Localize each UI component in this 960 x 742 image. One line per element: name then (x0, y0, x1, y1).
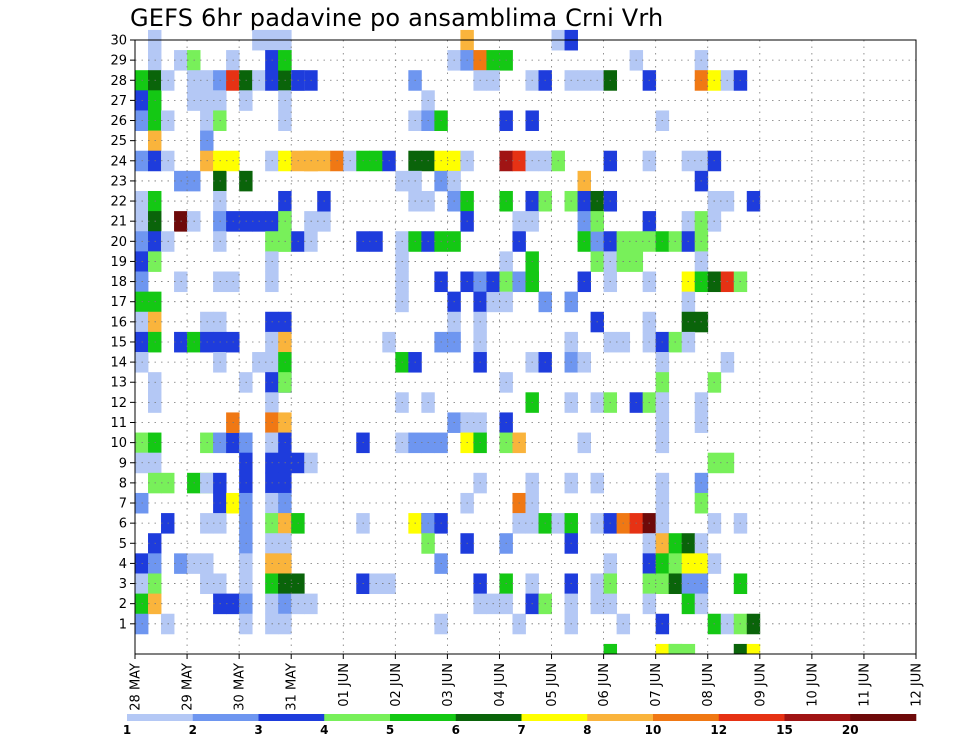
colorbar-label: 2 (189, 723, 197, 737)
x-tick-label: 28 MAY (129, 663, 144, 711)
x-tick-label: 12 JUN (910, 663, 925, 707)
y-tick-label: 22 (110, 195, 127, 210)
y-tick-label: 5 (119, 537, 127, 552)
colorbar: 1 2 3 4 5 6 7 8 10 12 15 20 (123, 714, 917, 737)
colorbar-segment (192, 714, 259, 721)
colorbar-segment (258, 714, 325, 721)
x-tick-label: 11 JUN (857, 663, 872, 707)
colorbar-segment (127, 714, 194, 721)
x-tick-label: 07 JUN (649, 663, 664, 707)
heatmap-cell (668, 643, 683, 655)
y-tick-label: 15 (110, 335, 127, 350)
x-tick-label: 09 JUN (753, 663, 768, 707)
x-tick-label: 29 MAY (181, 663, 196, 711)
grid-lines (135, 39, 916, 654)
chart-title: GEFS 6hr padavine po ansamblima Crni Vrh (130, 4, 664, 32)
plot-frame (134, 39, 917, 655)
heatmap-cell (746, 643, 761, 655)
colorbar-label: 5 (386, 723, 394, 737)
x-tick-label: 01 JUN (337, 663, 352, 707)
y-tick-label: 11 (110, 416, 127, 431)
colorbar-segment (455, 714, 522, 721)
colorbar-label: 3 (254, 723, 262, 737)
y-tick-label: 26 (110, 114, 127, 129)
y-tick-label: 2 (119, 597, 127, 612)
y-tick-label: 30 (110, 34, 127, 49)
y-tick-label: 18 (110, 275, 127, 290)
colorbar-segment (784, 714, 851, 721)
colorbar-segment (521, 714, 588, 721)
y-tick-label: 25 (110, 134, 127, 149)
x-tick-label: 05 JUN (545, 663, 560, 707)
y-tick-label: 28 (110, 74, 127, 89)
y-tick-label: 29 (110, 54, 127, 69)
colorbar-label: 15 (776, 723, 793, 737)
y-tick-label: 14 (110, 356, 127, 371)
y-tick-label: 20 (110, 235, 127, 250)
x-tick-label: 31 MAY (285, 663, 300, 711)
heatmap-cell (655, 643, 670, 655)
y-tick-label: 6 (119, 517, 127, 532)
y-tick-label: 16 (110, 315, 127, 330)
x-tick-label: 04 JUN (493, 663, 508, 707)
y-tick-label: 9 (119, 456, 127, 471)
colorbar-label: 20 (842, 723, 859, 737)
colorbar-segment (390, 714, 457, 721)
y-tick-label: 12 (110, 396, 127, 411)
colorbar-segment (587, 714, 654, 721)
x-tick-label: 08 JUN (701, 663, 716, 707)
y-tick-label: 1 (119, 617, 127, 632)
colorbar-label: 10 (645, 723, 662, 737)
y-tick-label: 21 (110, 215, 127, 230)
y-axis-ticks: 1234567891011121314151617181920212223242… (110, 34, 135, 632)
y-tick-label: 17 (110, 295, 127, 310)
colorbar-segment (653, 714, 720, 721)
y-tick-label: 8 (119, 476, 127, 491)
colorbar-segment (324, 714, 391, 721)
x-tick-label: 03 JUN (441, 663, 456, 707)
y-tick-label: 19 (110, 255, 127, 270)
colorbar-label: 7 (517, 723, 525, 737)
y-tick-label: 24 (110, 154, 127, 169)
y-tick-label: 10 (110, 436, 127, 451)
colorbar-label: 6 (452, 723, 460, 737)
y-tick-label: 7 (119, 497, 127, 512)
colorbar-label: 4 (320, 723, 328, 737)
x-tick-label: 10 JUN (805, 663, 820, 707)
x-tick-label: 06 JUN (597, 663, 612, 707)
y-tick-label: 13 (110, 376, 127, 391)
heatmap-cell (603, 643, 618, 655)
y-tick-label: 4 (119, 557, 127, 572)
colorbar-segment (850, 714, 917, 721)
colorbar-label: 12 (710, 723, 727, 737)
heatmap-cell (681, 643, 696, 655)
y-tick-label: 27 (110, 94, 127, 109)
colorbar-label: 8 (583, 723, 591, 737)
heatmap-cell (733, 643, 748, 655)
x-axis-ticks: 28 MAY 29 MAY 30 MAY 31 MAY 01 JUN 02 JUN 03 J… (129, 654, 925, 711)
y-tick-label: 3 (119, 577, 127, 592)
x-tick-label: 02 JUN (389, 663, 404, 707)
y-tick-label: 23 (110, 174, 127, 189)
x-tick-label: 30 MAY (233, 663, 248, 711)
colorbar-segment (718, 714, 785, 721)
colorbar-label: 1 (123, 723, 131, 737)
